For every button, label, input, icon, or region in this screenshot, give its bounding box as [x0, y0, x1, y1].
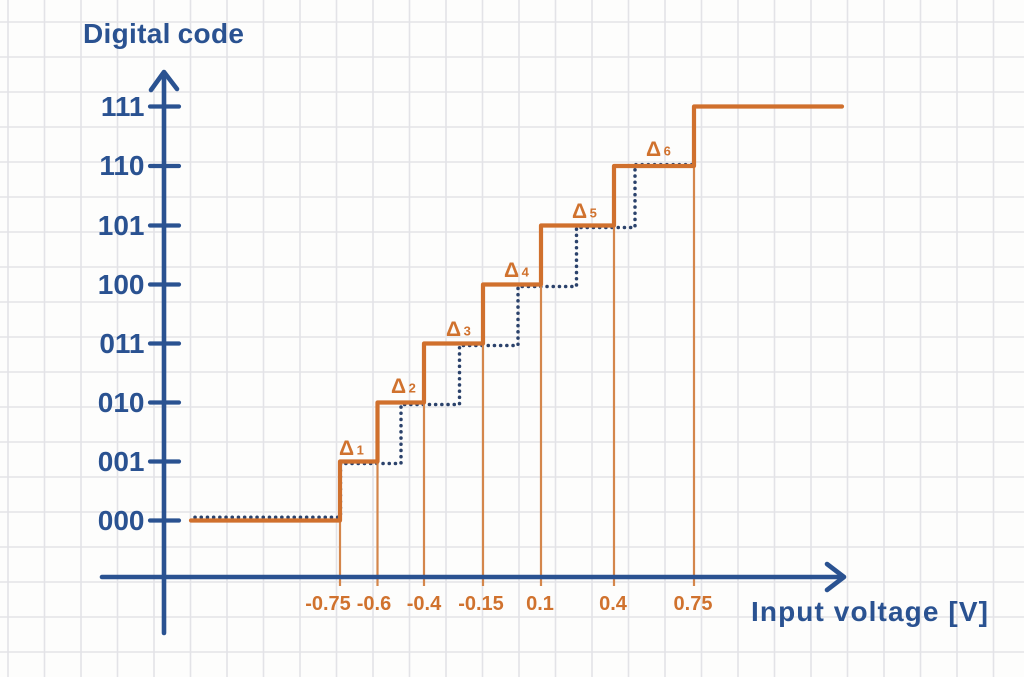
svg-text:0.75: 0.75	[674, 593, 713, 615]
svg-text:Δ4: Δ4	[504, 259, 530, 282]
svg-text:101: 101	[98, 210, 145, 241]
svg-text:011: 011	[99, 328, 144, 359]
svg-text:-0.15: -0.15	[458, 593, 504, 615]
svg-text:110: 110	[99, 150, 144, 181]
svg-text:Δ1: Δ1	[339, 437, 364, 460]
svg-text:-0.6: -0.6	[357, 593, 391, 615]
svg-text:Δ3: Δ3	[446, 318, 471, 341]
svg-text:010: 010	[98, 387, 145, 418]
svg-text:-0.75: -0.75	[305, 593, 351, 615]
svg-text:100: 100	[98, 269, 145, 300]
svg-text:0.4: 0.4	[599, 593, 628, 615]
svg-text:0.1: 0.1	[526, 593, 554, 615]
svg-text:001: 001	[98, 446, 145, 477]
svg-text:Input voltage [V]: Input voltage [V]	[751, 596, 989, 627]
svg-text:111: 111	[101, 91, 145, 122]
svg-text:Δ2: Δ2	[391, 375, 416, 398]
svg-text:000: 000	[98, 505, 145, 536]
svg-text:Δ5: Δ5	[572, 200, 597, 223]
svg-text:Δ6: Δ6	[646, 138, 671, 161]
svg-text:-0.4: -0.4	[407, 593, 442, 615]
